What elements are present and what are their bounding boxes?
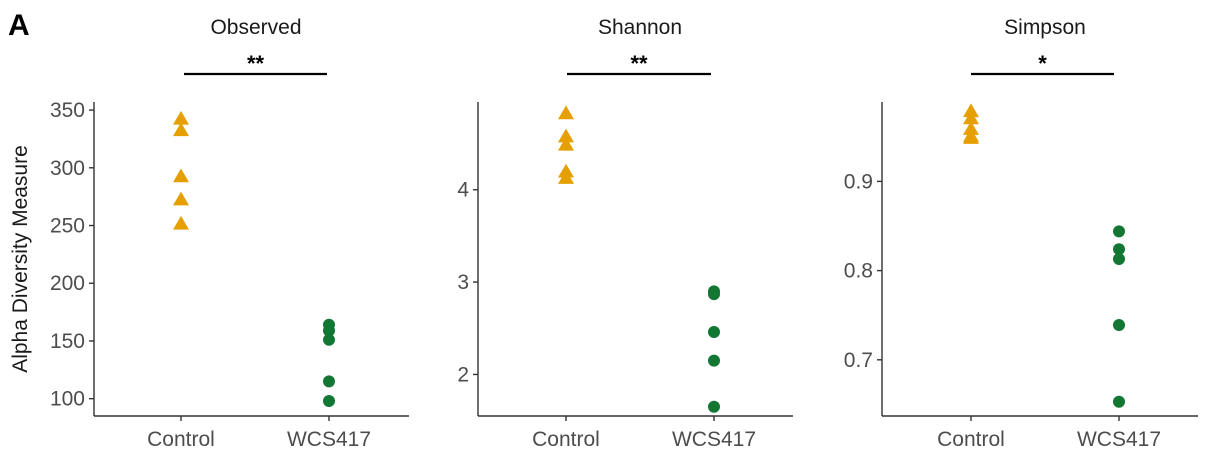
simpson-wcs417-point: [1113, 395, 1125, 408]
simpson-x-tick-label: WCS417: [1077, 428, 1161, 451]
shannon-control-point: [558, 170, 574, 184]
shannon-wcs417-point: [708, 325, 720, 338]
observed-x-tick-label: Control: [147, 428, 215, 451]
simpson-y-tick-label: 0.8: [844, 260, 873, 283]
observed-significance-label: **: [247, 51, 265, 76]
observed-wcs417-point: [323, 375, 335, 388]
simpson-wcs417-point: [1113, 243, 1125, 256]
observed-x-tick-label: WCS417: [287, 428, 371, 451]
shannon-wcs417-point: [708, 400, 720, 413]
y-axis-label: Alpha Diversity Measure: [9, 145, 32, 373]
observed-y-tick-label: 350: [50, 99, 85, 122]
observed-wcs417-point: [323, 394, 335, 407]
simpson-control-point: [963, 110, 979, 125]
simpson-control-point: [963, 121, 979, 135]
observed-y-tick-label: 200: [50, 272, 85, 295]
simpson-x-tick-label: Control: [937, 428, 1005, 451]
shannon-y-tick-label: 3: [457, 271, 469, 294]
observed-control-point: [173, 215, 189, 230]
shannon-panel-title: Shannon: [598, 16, 682, 39]
shannon-y-tick-label: 2: [457, 363, 469, 386]
shannon-x-tick-label: Control: [532, 428, 600, 451]
simpson-wcs417-point: [1113, 253, 1125, 265]
observed-y-tick-label: 150: [50, 330, 85, 353]
observed-panel-title: Observed: [210, 16, 301, 39]
shannon-x-tick-label: WCS417: [672, 428, 756, 451]
shannon-wcs417-point: [708, 354, 720, 367]
simpson-control-point: [963, 130, 979, 144]
observed-y-tick-label: 100: [50, 388, 85, 411]
shannon-control-point: [558, 105, 574, 120]
shannon-control-point: [558, 128, 574, 143]
simpson-y-tick-label: 0.7: [844, 349, 873, 372]
shannon-wcs417-point: [708, 288, 720, 301]
observed-control-point: [173, 122, 189, 137]
simpson-y-tick-label: 0.9: [844, 170, 873, 193]
observed-y-tick-label: 250: [50, 215, 85, 238]
panel-label: A: [8, 9, 30, 42]
simpson-panel-title: Simpson: [1004, 16, 1086, 39]
observed-control-point: [173, 110, 189, 125]
simpson-wcs417-point: [1113, 319, 1125, 332]
shannon-control-point: [558, 136, 574, 151]
simpson-significance-label: *: [1038, 51, 1047, 76]
observed-y-tick-label: 300: [50, 157, 85, 180]
observed-control-point: [173, 168, 189, 183]
observed-control-point: [173, 191, 189, 206]
shannon-significance-label: **: [630, 51, 648, 76]
simpson-control-point: [963, 103, 979, 118]
observed-wcs417-point: [323, 333, 335, 346]
observed-wcs417-point: [323, 324, 335, 337]
simpson-wcs417-point: [1113, 225, 1125, 238]
shannon-y-tick-label: 4: [457, 179, 469, 202]
